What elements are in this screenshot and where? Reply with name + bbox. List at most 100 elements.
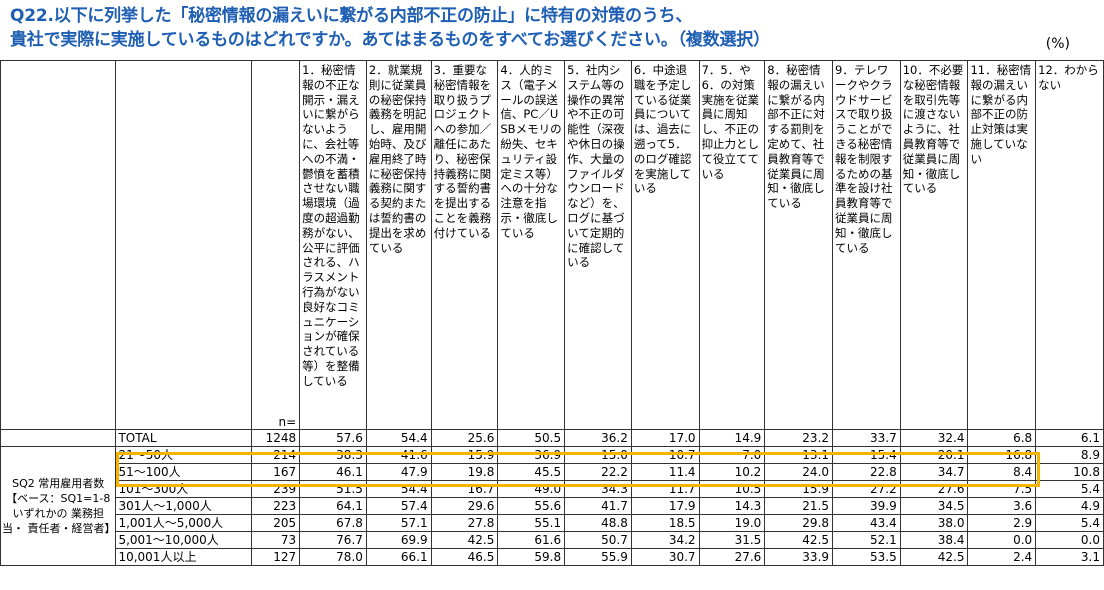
value-cell: 52.1 — [832, 531, 901, 549]
value-cell: 39.9 — [832, 497, 901, 515]
n-cell: 1248 — [251, 429, 301, 447]
n-cell: 223 — [251, 497, 301, 515]
unit-label: (%) — [1045, 36, 1070, 52]
value-cell: 15.4 — [832, 446, 901, 464]
value-cell: 8.9 — [1035, 446, 1104, 464]
value-cell: 2.4 — [967, 548, 1037, 566]
value-cell: 17.9 — [630, 497, 700, 515]
table-body: n= 1．秘密情報の不正な開示・漏えいに繋がらないように、会社等への不満・鬱憤を蓄… — [0, 60, 1104, 566]
value-cell: 17.0 — [630, 429, 700, 447]
data-table: n= 1．秘密情報の不正な開示・漏えいに繋がらないように、会社等への不満・鬱憤を蓄… — [0, 60, 1104, 566]
value-cell: 38.4 — [899, 531, 969, 549]
value-cell: 23.2 — [764, 429, 834, 447]
table-row: 101～300人 239 51.5 54.4 16.7 49.0 34.3 11.7 10.5 1… — [1, 480, 1104, 498]
value-cell: 3.1 — [1035, 548, 1104, 566]
value-cell: 18.5 — [630, 514, 700, 532]
value-cell: 22.2 — [564, 463, 632, 481]
value-cell: 42.5 — [764, 531, 834, 549]
value-cell: 6.8 — [967, 429, 1037, 447]
value-cell: 42.5 — [430, 531, 499, 549]
value-cell: 3.6 — [967, 497, 1037, 515]
value-cell: 48.8 — [564, 514, 632, 532]
value-cell: 27.6 — [899, 480, 969, 498]
n-cell: 167 — [251, 463, 301, 481]
column-header: 11．秘密情報の漏えいに繋がる内部不正の防止対策は実施していない — [967, 60, 1037, 430]
value-cell: 41.6 — [365, 446, 432, 464]
value-cell: 53.5 — [832, 548, 901, 566]
column-header: 1．秘密情報の不正な開示・漏えいに繋がらないように、会社等への不満・鬱憤を蓄積さ… — [299, 60, 367, 430]
value-cell: 76.7 — [299, 531, 367, 549]
value-cell: 59.8 — [497, 548, 566, 566]
value-cell: 34.2 — [630, 531, 700, 549]
column-header: 6．中途退職を予定している従業員については、過去に遡って5．のログ確認を実施して… — [630, 60, 700, 430]
value-cell: 0.0 — [967, 531, 1037, 549]
value-cell: 36.9 — [497, 446, 566, 464]
value-cell: 57.1 — [365, 514, 432, 532]
value-cell: 78.0 — [299, 548, 367, 566]
table-row: 51～100人 167 46.1 47.9 19.8 45.5 22.2 11.4 10.2 24… — [1, 463, 1104, 481]
value-cell: 22.8 — [832, 463, 901, 481]
value-cell: 14.9 — [698, 429, 766, 447]
value-cell: 24.0 — [764, 463, 834, 481]
column-header: 5．社内システム等の操作の異常や不正の可能性（深夜や休日の操作、大量のファイルダ… — [564, 60, 632, 430]
table-row: 301人～1,000人 223 64.1 57.4 29.6 55.6 41.7 17.9 14… — [1, 497, 1104, 515]
row-label: 5,001～10,000人 — [115, 531, 253, 549]
value-cell: 16.7 — [430, 480, 499, 498]
value-cell: 4.9 — [1035, 497, 1104, 515]
value-cell: 19.8 — [430, 463, 499, 481]
value-cell: 10.2 — [698, 463, 766, 481]
value-cell: 67.8 — [299, 514, 367, 532]
value-cell: 6.1 — [1035, 429, 1104, 447]
value-cell: 19.0 — [698, 514, 766, 532]
row-label: 21～50人 — [115, 446, 253, 464]
value-cell: 33.9 — [764, 548, 834, 566]
table-row: 5,001～10,000人 73 76.7 69.9 42.5 61.6 50.7 34.2 3… — [1, 531, 1104, 549]
value-cell: 31.5 — [698, 531, 766, 549]
value-cell: 27.6 — [698, 548, 766, 566]
column-header: 10．不必要な秘密情報を取引先等に渡さないように、社員教育等で従業員に周知・徹底… — [899, 60, 969, 430]
n-cell: 127 — [251, 548, 301, 566]
row-label: 10,001人以上 — [115, 548, 253, 566]
value-cell: 5.4 — [1035, 480, 1104, 498]
value-cell: 57.4 — [365, 497, 432, 515]
n-cell: 239 — [251, 480, 301, 498]
n-cell: 214 — [251, 446, 301, 464]
n-cell: 73 — [251, 531, 301, 549]
value-cell: 21.5 — [764, 497, 834, 515]
value-cell: 11.7 — [630, 480, 700, 498]
row-label: 51～100人 — [115, 463, 253, 481]
value-cell: 33.7 — [832, 429, 901, 447]
value-cell: 32.4 — [899, 429, 969, 447]
value-cell: 50.5 — [497, 429, 566, 447]
row-label: 301人～1,000人 — [115, 497, 253, 515]
n-header: n= — [251, 60, 301, 430]
header-blank-2 — [115, 60, 253, 430]
value-cell: 0.0 — [1035, 531, 1104, 549]
value-cell: 15.9 — [764, 480, 834, 498]
value-cell: 13.1 — [764, 446, 834, 464]
value-cell: 15.9 — [430, 446, 499, 464]
value-cell: 29.8 — [764, 514, 834, 532]
value-cell: 27.2 — [832, 480, 901, 498]
value-cell: 54.4 — [365, 480, 432, 498]
value-cell: 30.7 — [630, 548, 700, 566]
value-cell: 5.4 — [1035, 514, 1104, 532]
value-cell: 42.5 — [899, 548, 969, 566]
value-cell: 55.6 — [497, 497, 566, 515]
value-cell: 10.8 — [1035, 463, 1104, 481]
value-cell: 10.5 — [698, 480, 766, 498]
value-cell: 38.0 — [899, 514, 969, 532]
value-cell: 20.1 — [899, 446, 969, 464]
value-cell: 7.0 — [698, 446, 766, 464]
column-header: 3．重要な秘密情報を取り扱うプロジェクトへの参加／離任にあたり、秘密保持義務に関… — [430, 60, 499, 430]
value-cell: 34.5 — [899, 497, 969, 515]
table-row: 10,001人以上 127 78.0 66.1 46.5 59.8 55.9 30.7 27.6… — [1, 548, 1104, 566]
value-cell: 16.8 — [967, 446, 1037, 464]
value-cell: 7.5 — [967, 480, 1037, 498]
value-cell: 51.5 — [299, 480, 367, 498]
value-cell: 46.5 — [430, 548, 499, 566]
value-cell: 29.6 — [430, 497, 499, 515]
row-label: TOTAL — [115, 429, 253, 447]
value-cell: 8.4 — [967, 463, 1037, 481]
value-cell: 38.3 — [299, 446, 367, 464]
